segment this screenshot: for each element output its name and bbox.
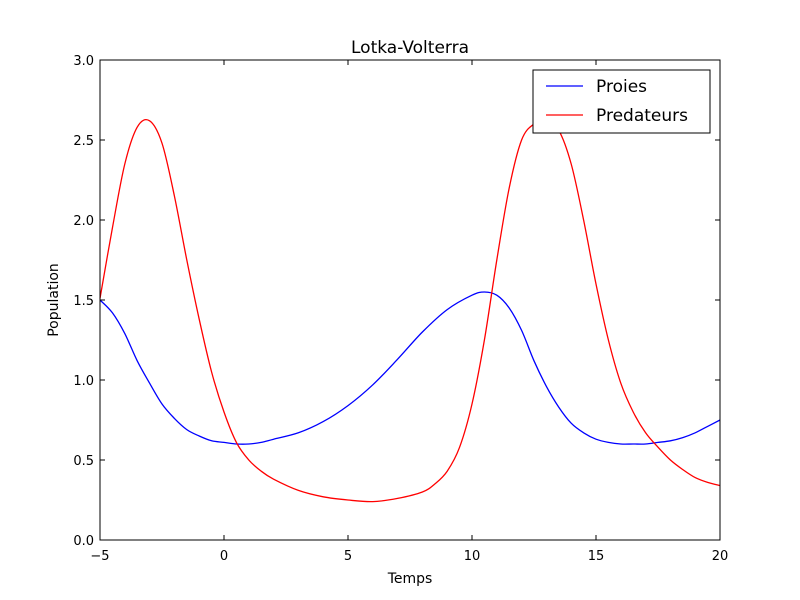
series-line-predateurs [99, 119, 721, 503]
legend-label-proies: Proies [596, 77, 647, 97]
x-tick-label: 10 [464, 549, 481, 564]
x-axis-label: Temps [387, 571, 433, 587]
x-tick-label: −5 [90, 549, 109, 564]
legend: Proies Predateurs [532, 69, 711, 134]
x-tick-label: 15 [588, 549, 605, 564]
legend-box [532, 69, 711, 134]
chart-title: Lotka-Volterra [351, 38, 469, 58]
y-tick-label: 2.0 [73, 214, 94, 229]
y-axis-label: Population [46, 263, 62, 337]
y-tick-label: 0.0 [73, 534, 94, 549]
x-tick-label: 0 [220, 549, 228, 564]
x-tick-label: 5 [344, 549, 352, 564]
legend-label-predateurs: Predateurs [596, 106, 688, 126]
y-tick-label: 1.0 [73, 374, 94, 389]
y-tick-label: 0.5 [73, 454, 94, 469]
series-layer [99, 119, 721, 503]
y-tick-label: 2.5 [73, 134, 94, 149]
y-tick-label: 1.5 [73, 294, 94, 309]
ticks-layer: −5 0 5 10 15 20 0.0 0.5 1.0 1.5 2.0 2.5 3.0 [73, 54, 728, 564]
x-tick-label: 20 [712, 549, 729, 564]
y-tick-label: 3.0 [73, 54, 94, 69]
series-line-proies [99, 291, 721, 445]
